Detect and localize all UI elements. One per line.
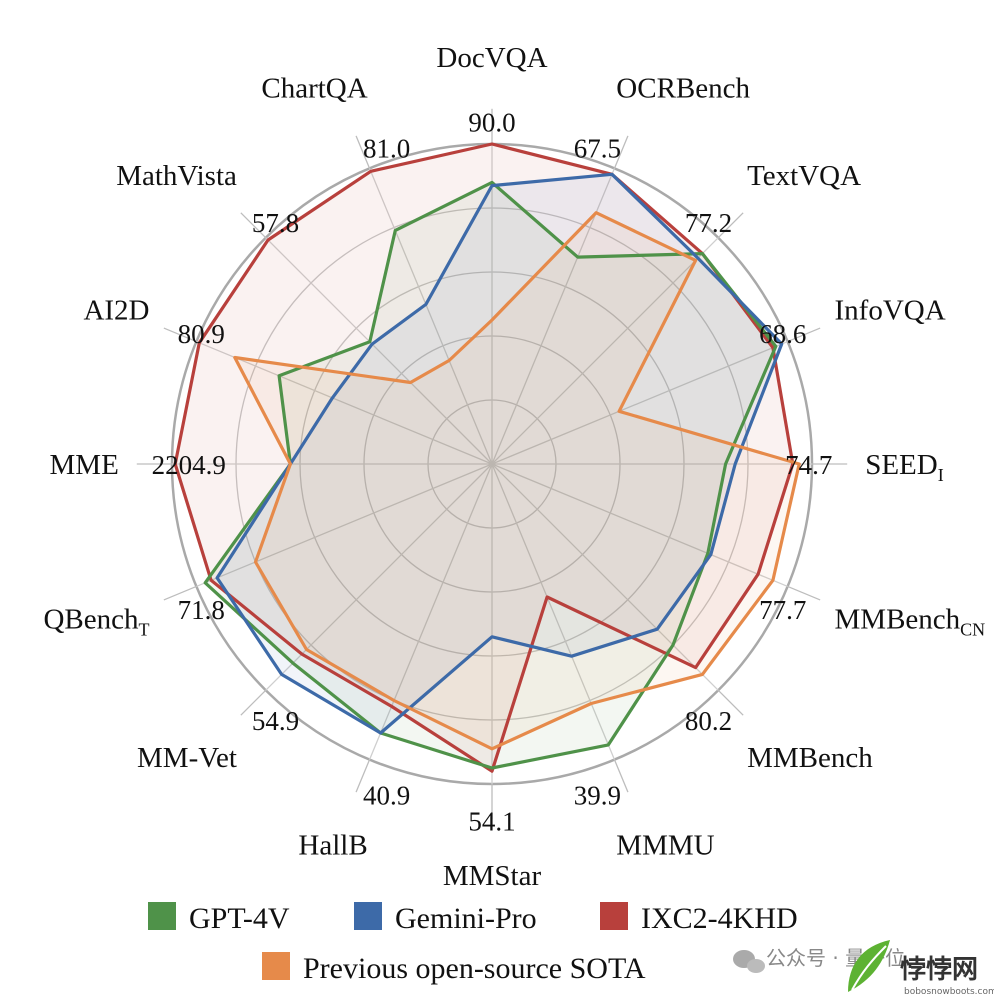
series-fill-0 <box>205 182 776 768</box>
value-labels: 90.0 67.5 77.2 68.6 74.7 77.7 80.2 39.9 54.1 40.9… <box>152 108 833 837</box>
spoke-6 <box>491 463 719 691</box>
value-label-0: 90.0 <box>468 108 515 138</box>
series-line-1 <box>215 172 784 735</box>
series-line-3 <box>233 211 801 751</box>
spoke-ext-15 <box>355 135 371 169</box>
spoke-ext-9 <box>355 759 371 793</box>
value-label-2: 77.2 <box>685 208 732 238</box>
spoke-10 <box>265 463 493 691</box>
axis-label-4: SEEDI <box>865 449 944 485</box>
spoke-ext-2 <box>717 212 744 239</box>
axis-label-6: MMBench <box>747 742 873 774</box>
spoke-15 <box>368 168 493 465</box>
axis-label-10: MM-Vet <box>137 742 237 774</box>
value-label-9: 40.9 <box>363 780 410 810</box>
spoke-ext-1 <box>613 135 629 169</box>
legend-swatch-gemini-pro <box>354 902 382 930</box>
watermark-brand: 悖悖网 <box>900 954 978 985</box>
axis-label-0: DocVQA <box>436 42 547 74</box>
axis-label-11: QBenchT <box>43 603 149 639</box>
axis-label-3: InfoVQA <box>835 295 946 327</box>
watermark: 公众号 · 量子位 悖悖网 bobosnowboots.com <box>733 940 994 997</box>
spoke-ext-6 <box>717 689 744 716</box>
spoke-1 <box>491 168 616 465</box>
spoke-ext-7 <box>613 759 629 793</box>
axis-label-8: MMStar <box>443 860 542 892</box>
legend-label-prev-sota: Previous open-source SOTA <box>303 952 646 985</box>
value-label-6: 80.2 <box>685 706 732 736</box>
radar-series <box>173 142 801 773</box>
value-label-5: 77.7 <box>759 595 806 625</box>
value-label-10: 54.9 <box>252 706 299 736</box>
watermark-domain: bobosnowboots.com <box>904 987 994 997</box>
value-label-1: 67.5 <box>574 134 621 164</box>
value-label-15: 81.0 <box>363 134 410 164</box>
axis-label-9: HallB <box>298 830 367 862</box>
series-fill-2 <box>175 144 793 772</box>
spoke-ext-14 <box>240 212 267 239</box>
spoke-9 <box>368 463 493 760</box>
spoke-ext-5 <box>787 585 821 601</box>
radar-grid <box>136 108 848 820</box>
value-label-4: 74.7 <box>785 450 832 480</box>
legend-label-ixc2: IXC2-4KHD <box>641 902 798 935</box>
spoke-11 <box>196 463 493 588</box>
legend: GPT-4V Gemini-Pro IXC2-4KHD Previous ope… <box>148 902 798 985</box>
legend-label-gemini-pro: Gemini-Pro <box>395 902 537 935</box>
value-label-8: 54.1 <box>468 806 515 836</box>
axis-label-13: AI2D <box>83 295 149 327</box>
spoke-5 <box>491 463 788 588</box>
spoke-13 <box>196 340 493 465</box>
spoke-ext-13 <box>163 327 197 343</box>
spoke-14 <box>265 237 493 465</box>
axis-label-15: ChartQA <box>261 72 367 104</box>
spoke-ext-3 <box>787 327 821 343</box>
value-label-12: 2204.9 <box>152 450 226 480</box>
wechat-icon <box>733 950 765 973</box>
axis-label-12: MME <box>50 449 119 481</box>
value-label-13: 80.9 <box>178 319 225 349</box>
axis-labels: DocVQA OCRBench TextVQA InfoVQA SEEDI MMBench… <box>43 42 985 892</box>
series-line-0 <box>203 180 778 770</box>
axis-label-14: MathVista <box>116 160 237 192</box>
legend-swatch-ixc2 <box>600 902 628 930</box>
series-line-2 <box>173 142 795 773</box>
value-label-11: 71.8 <box>178 595 225 625</box>
legend-swatch-prev-sota <box>262 952 290 980</box>
legend-swatch-gpt4v <box>148 902 176 930</box>
value-label-14: 57.8 <box>252 208 299 238</box>
legend-label-gpt4v: GPT-4V <box>189 902 290 935</box>
axis-label-1: OCRBench <box>616 72 750 104</box>
series-fill-3 <box>234 212 800 749</box>
axis-label-7: MMMU <box>616 830 714 862</box>
spoke-3 <box>491 340 788 465</box>
spoke-ext-11 <box>163 585 197 601</box>
value-label-7: 39.9 <box>574 780 621 810</box>
value-label-3: 68.6 <box>759 319 806 349</box>
leaf-logo-icon <box>848 940 890 992</box>
spoke-ext-10 <box>240 689 267 716</box>
spoke-2 <box>491 237 719 465</box>
axis-label-2: TextVQA <box>747 160 861 192</box>
spoke-7 <box>491 463 616 760</box>
series-fill-1 <box>217 174 782 734</box>
axis-label-5: MMBenchCN <box>835 603 986 639</box>
